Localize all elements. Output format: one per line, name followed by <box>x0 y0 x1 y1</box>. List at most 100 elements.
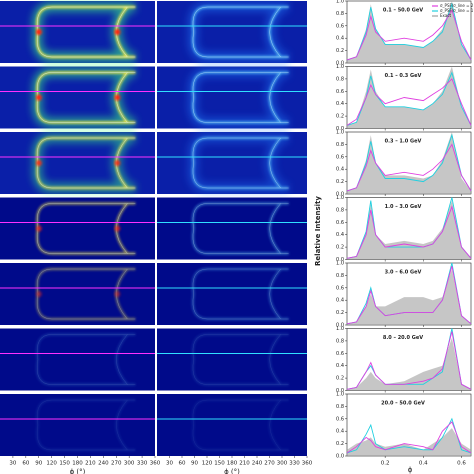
y-tick-label: 0.6 <box>336 220 344 226</box>
heatmap-ridge-core <box>192 72 289 123</box>
y-tick-label: 0.4 <box>336 429 344 435</box>
x-tick-label: 330 <box>289 461 300 467</box>
y-tick-label: 0.4 <box>336 167 344 173</box>
line <box>346 2 472 61</box>
y-tick-label: 0.8 <box>336 76 344 82</box>
heatmap-background <box>157 328 307 391</box>
heatmap-ridge <box>36 333 136 386</box>
heatmap-background <box>157 263 307 325</box>
heatmap-ridge <box>36 398 136 452</box>
area <box>347 1 471 63</box>
x-tick-label: 300 <box>124 461 135 467</box>
line <box>346 421 472 454</box>
panel-title: 0.3 – 1.0 GeV <box>385 139 422 145</box>
y-tick-label: 0.2 <box>336 48 344 54</box>
area <box>347 337 471 391</box>
y-tick-label: 0.0 <box>336 192 344 198</box>
y-tick-label: 1.0 <box>336 130 344 136</box>
x-tick-label: 330 <box>137 461 148 467</box>
heatmap-hotspot <box>35 29 42 35</box>
x-tick-label: 210 <box>85 461 96 467</box>
heatmap-background <box>0 263 155 325</box>
y-tick-label: 0.8 <box>336 207 344 213</box>
y-tick-label: 0.8 <box>336 338 344 344</box>
y-tick-label: 1.0 <box>336 326 344 332</box>
line <box>346 265 472 325</box>
y-tick-label: 0.4 <box>336 232 344 238</box>
panel-title: 3.0 – 6.0 GeV <box>385 270 422 276</box>
y-tick-label: 0.2 <box>336 376 344 382</box>
y-tick-label: 0.6 <box>336 416 344 422</box>
heatmap-ridge <box>191 333 289 386</box>
y-tick-label: 0.4 <box>336 36 344 42</box>
heatmap-ridge <box>191 398 289 452</box>
y-tick-label: 0.0 <box>336 454 344 460</box>
heatmap-ridge-core <box>192 268 289 320</box>
x-axis-label: ϕ (°) <box>70 468 86 474</box>
line <box>346 9 472 61</box>
x-tick-label: 210 <box>239 461 250 467</box>
y-tick-label: 0.2 <box>336 114 344 120</box>
legend-label: Exact <box>440 13 452 18</box>
heatmap-ridge-core <box>192 334 289 385</box>
area <box>347 269 471 325</box>
y-tick-label: 0.2 <box>336 179 344 185</box>
x-tick-label: 300 <box>277 461 288 467</box>
heatmap-ridge-core <box>36 334 136 385</box>
line <box>346 133 472 192</box>
area <box>347 132 471 194</box>
y-tick-label: 0.8 <box>336 11 344 17</box>
y-tick-label: 1.0 <box>336 195 344 201</box>
x-tick-label: 150 <box>59 461 70 467</box>
heatmap-ridge <box>191 267 289 321</box>
panel-title: 8.0 – 20.0 GeV <box>383 335 423 341</box>
panel-title: 0.1 – 0.3 GeV <box>385 73 422 79</box>
x-tick-label: 60 <box>22 461 29 467</box>
y-tick-label: 0.6 <box>336 23 344 29</box>
heatmap-hotspot <box>35 225 42 232</box>
heatmap-hotspot <box>114 160 121 166</box>
x-tick-label: 270 <box>111 461 122 467</box>
y-axis-label: Relative Intensity <box>314 196 322 266</box>
y-tick-label: 1.0 <box>336 64 344 70</box>
heatmap-ridge-core <box>192 399 289 451</box>
x-axis-label: ϕ (°) <box>224 468 240 474</box>
y-tick-label: 1.0 <box>336 261 344 267</box>
y-tick-label: 0.0 <box>336 257 344 263</box>
y-tick-label: 0.0 <box>336 126 344 132</box>
x-tick-label: 360 <box>302 461 313 467</box>
line <box>346 143 472 192</box>
area <box>347 200 471 260</box>
y-tick-label: 0.0 <box>336 323 344 329</box>
x-tick-label: 0.4 <box>419 461 428 467</box>
legend-label: σ_PSF/σ_line = 2 <box>440 3 474 8</box>
heatmap-hotspot <box>114 29 121 35</box>
panel-title: 1.0 – 3.0 GeV <box>385 204 422 210</box>
y-tick-label: 0.4 <box>336 101 344 107</box>
x-tick-label: 180 <box>72 461 83 467</box>
x-tick-label: 60 <box>179 461 186 467</box>
heatmap-hotspot <box>114 225 121 232</box>
heatmap-background <box>157 197 307 260</box>
line <box>346 417 472 454</box>
heatmap-background <box>0 197 155 260</box>
heatmap-background <box>0 394 155 456</box>
heatmap-background <box>0 328 155 391</box>
heatmap-hotspot <box>35 94 42 101</box>
y-tick-label: 0.0 <box>336 61 344 67</box>
heatmap-background <box>157 394 307 456</box>
x-tick-label: 0.6 <box>457 461 466 467</box>
heatmap-hotspot <box>35 160 42 166</box>
panel-title: 20.0 – 50.0 GeV <box>381 401 425 407</box>
y-tick-label: 0.6 <box>336 285 344 291</box>
heatmap-ridge-core <box>192 203 289 254</box>
y-tick-label: 0.4 <box>336 298 344 304</box>
line <box>346 78 472 126</box>
area <box>347 428 471 456</box>
y-tick-label: 0.6 <box>336 89 344 95</box>
y-tick-label: 1.0 <box>336 392 344 398</box>
x-tick-label: 0.2 <box>381 461 390 467</box>
x-tick-label: 240 <box>252 461 263 467</box>
line <box>346 331 472 390</box>
x-tick-label: 270 <box>264 461 275 467</box>
